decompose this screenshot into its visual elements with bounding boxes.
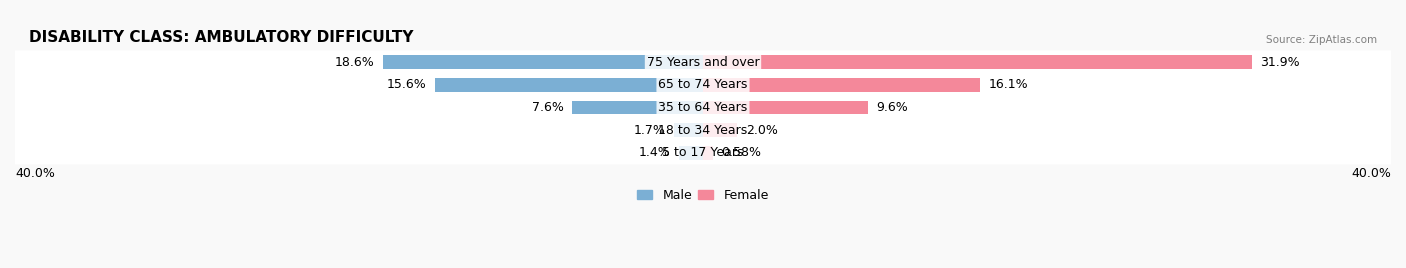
Text: 35 to 64 Years: 35 to 64 Years xyxy=(658,101,748,114)
FancyBboxPatch shape xyxy=(14,96,1392,119)
Text: 18.6%: 18.6% xyxy=(335,56,374,69)
Text: 5 to 17 Years: 5 to 17 Years xyxy=(662,146,744,159)
FancyBboxPatch shape xyxy=(14,118,1392,142)
Legend: Male, Female: Male, Female xyxy=(633,184,773,207)
Text: 1.4%: 1.4% xyxy=(638,146,671,159)
Text: 0.58%: 0.58% xyxy=(721,146,762,159)
Text: 1.7%: 1.7% xyxy=(633,124,665,137)
Text: Source: ZipAtlas.com: Source: ZipAtlas.com xyxy=(1267,35,1378,45)
Bar xyxy=(703,146,713,159)
Text: 18 to 34 Years: 18 to 34 Years xyxy=(658,124,748,137)
FancyBboxPatch shape xyxy=(14,141,1392,165)
Bar xyxy=(703,78,980,92)
Bar xyxy=(703,101,868,114)
Bar xyxy=(703,123,737,137)
FancyBboxPatch shape xyxy=(14,73,1392,97)
Text: DISABILITY CLASS: AMBULATORY DIFFICULTY: DISABILITY CLASS: AMBULATORY DIFFICULTY xyxy=(28,30,413,45)
Bar xyxy=(434,78,703,92)
Text: 15.6%: 15.6% xyxy=(387,78,426,91)
Bar xyxy=(679,146,703,159)
Bar xyxy=(382,55,703,69)
Bar xyxy=(572,101,703,114)
Text: 7.6%: 7.6% xyxy=(531,101,564,114)
Text: 31.9%: 31.9% xyxy=(1260,56,1301,69)
Text: 40.0%: 40.0% xyxy=(15,168,55,180)
Text: 9.6%: 9.6% xyxy=(877,101,908,114)
Text: 40.0%: 40.0% xyxy=(1351,168,1391,180)
Text: 65 to 74 Years: 65 to 74 Years xyxy=(658,78,748,91)
Text: 16.1%: 16.1% xyxy=(988,78,1028,91)
Bar xyxy=(673,123,703,137)
Text: 2.0%: 2.0% xyxy=(747,124,778,137)
Bar xyxy=(703,55,1251,69)
FancyBboxPatch shape xyxy=(14,50,1392,74)
Text: 75 Years and over: 75 Years and over xyxy=(647,56,759,69)
